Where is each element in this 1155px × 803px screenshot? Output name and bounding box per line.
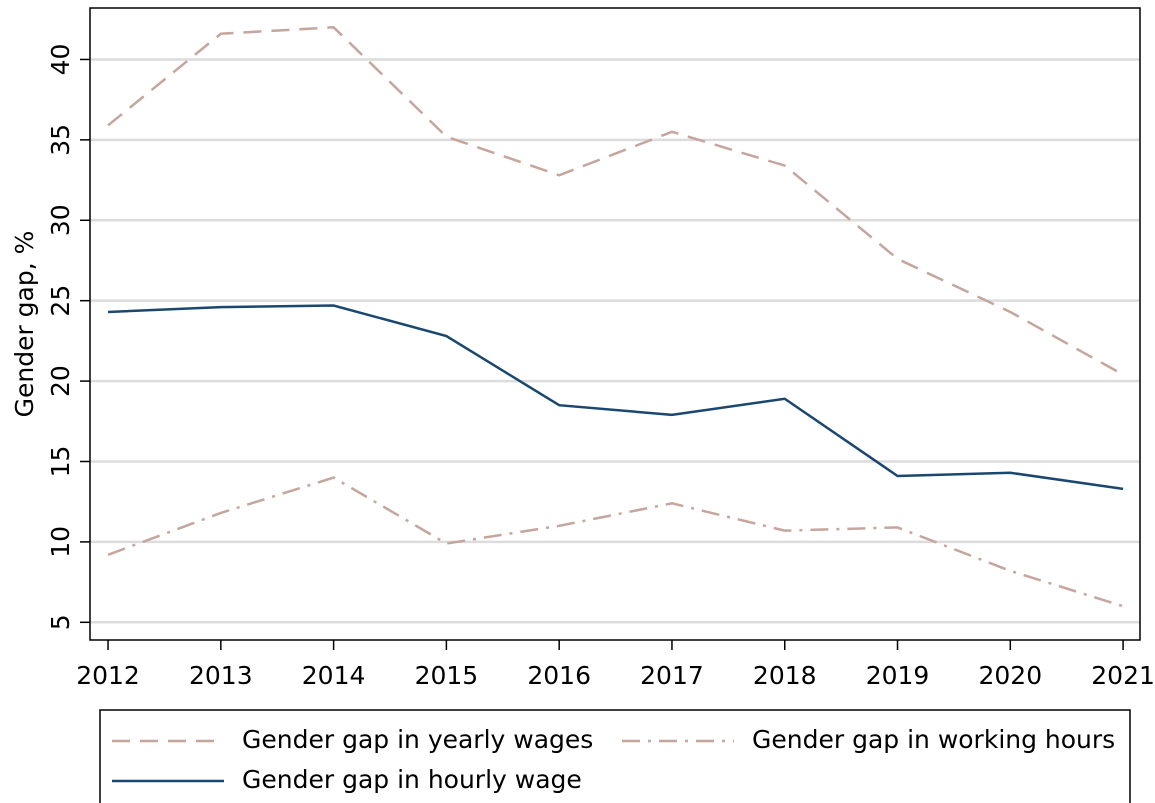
legend-box	[99, 709, 1131, 803]
y-tick-label: 10	[46, 526, 75, 558]
plot-frame	[89, 7, 1141, 641]
x-tick-label: 2021	[1091, 661, 1155, 690]
series-line	[107, 304, 1124, 491]
x-tick-label: 2012	[76, 661, 140, 690]
legend-label: Gender gap in working hours	[752, 725, 1115, 754]
x-tick-label: 2016	[527, 661, 591, 690]
x-tick-label: 2013	[189, 661, 253, 690]
y-tick-label: 15	[46, 446, 75, 478]
x-tick-label: 2017	[640, 661, 704, 690]
y-tick-label: 5	[46, 614, 75, 630]
y-axis-label: Gender gap, %	[10, 231, 39, 418]
legend-label: Gender gap in yearly wages	[242, 725, 593, 754]
x-tick-label: 2014	[302, 661, 366, 690]
legend-label: Gender gap in hourly wage	[242, 765, 582, 794]
x-tick-label: 2020	[978, 661, 1042, 690]
x-tick-label: 2018	[753, 661, 817, 690]
x-tick-label: 2019	[866, 661, 930, 690]
y-tick-label: 35	[46, 124, 75, 156]
series-line	[107, 26, 1124, 376]
x-tick-label: 2015	[415, 661, 479, 690]
y-tick-label: 25	[46, 285, 75, 317]
y-tick-label: 40	[46, 44, 75, 76]
y-tick-label: 20	[46, 365, 75, 397]
y-tick-label: 30	[46, 204, 75, 236]
